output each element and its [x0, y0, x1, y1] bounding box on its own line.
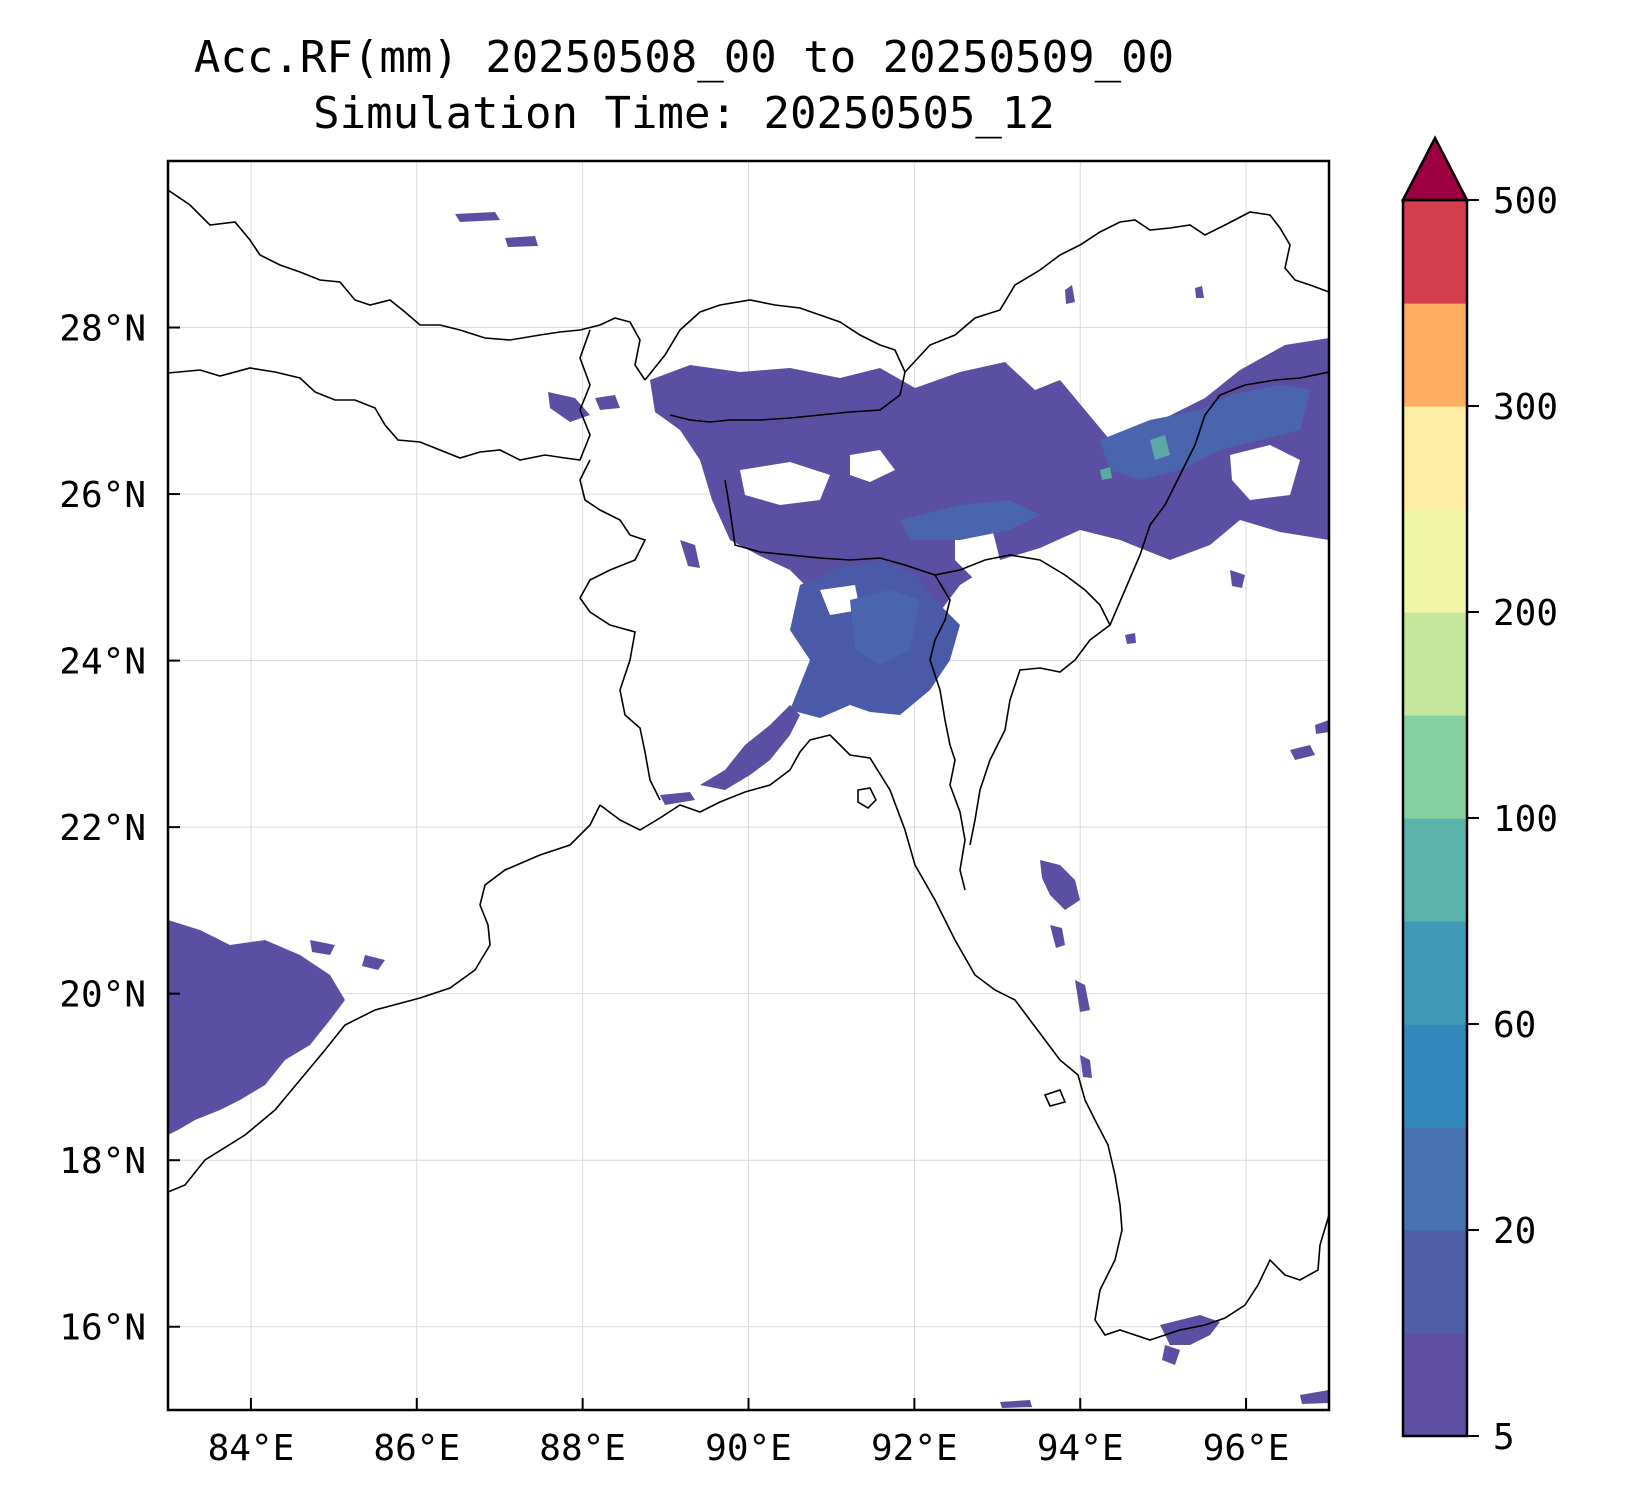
- colorbar-tick-label: 200: [1493, 593, 1558, 634]
- colorbar-tick-label: 20: [1493, 1211, 1536, 1252]
- rain-region-odisha: [168, 920, 345, 1135]
- border-nepal-south: [168, 329, 591, 461]
- rain-region-myanmar-south: [1160, 1315, 1220, 1345]
- map-title: Acc.RF(mm) 20250508_00 to 20250509_00 Si…: [0, 30, 1368, 142]
- colorbar-bin: [1403, 715, 1467, 819]
- border-bangladesh-east: [724, 479, 966, 891]
- colorbar-bin: [1403, 612, 1467, 716]
- x-tick-label: 86°E: [373, 1428, 460, 1469]
- y-tick-label: 24°N: [59, 642, 146, 683]
- colorbar-bin: [1403, 1333, 1467, 1437]
- border-india-myanmar: [1109, 371, 1329, 626]
- x-tick-label: 90°E: [705, 1428, 792, 1469]
- coastline-west: [168, 804, 601, 1193]
- border-nepal-north: [168, 189, 646, 381]
- rainfall-shading: [168, 212, 1329, 1408]
- rain-region-delta: [700, 705, 800, 790]
- y-tick-label: 22°N: [59, 808, 146, 849]
- x-tick-label: 96°E: [1203, 1428, 1290, 1469]
- y-tick-label: 18°N: [59, 1141, 146, 1182]
- colorbar-bin: [1403, 406, 1467, 510]
- island-sri-2: [1043, 1089, 1067, 1107]
- colorbar-bin: [1403, 200, 1467, 304]
- y-tick-label: 26°N: [59, 475, 146, 516]
- x-tick-label: 92°E: [871, 1428, 958, 1469]
- border-arunachal: [904, 211, 1329, 373]
- colorbar-bin: [1403, 1024, 1467, 1128]
- colorbar-bin: [1403, 818, 1467, 922]
- colorbar-extend-arrow: [1400, 135, 1470, 202]
- x-tick-label: 94°E: [1037, 1428, 1124, 1469]
- title-line-2: Simulation Time: 20250505_12: [313, 88, 1055, 139]
- x-tick-label: 88°E: [539, 1428, 626, 1469]
- border-bangladesh: [579, 459, 661, 801]
- colorbar-tick-label: 60: [1493, 1005, 1536, 1046]
- title-line-1: Acc.RF(mm) 20250508_00 to 20250509_00: [193, 32, 1175, 83]
- colorbar-tick-label: 300: [1493, 387, 1558, 428]
- colorbar: 5 20 60 100 200 300 500: [1400, 135, 1558, 1458]
- coastline-delta: [599, 734, 1329, 1341]
- colorbar-tick-label: 5: [1493, 1417, 1515, 1458]
- colorbar-bin: [1403, 921, 1467, 1025]
- y-tick-label: 28°N: [59, 309, 146, 350]
- colorbar-bin: [1403, 509, 1467, 613]
- x-axis: 84°E 86°E 88°E 90°E 92°E 94°E 96°E: [208, 1398, 1290, 1469]
- y-axis: 16°N 18°N 20°N 22°N 24°N 26°N 28°N: [59, 309, 180, 1349]
- y-tick-label: 16°N: [59, 1308, 146, 1349]
- colorbar-bin: [1403, 1127, 1467, 1231]
- rain-core-east: [1100, 385, 1310, 480]
- island-sri-1: [857, 787, 877, 810]
- coastlines-borders: [168, 189, 1329, 1341]
- border-bhutan: [644, 299, 906, 423]
- y-tick-label: 20°N: [59, 975, 146, 1016]
- colorbar-bin: [1403, 1230, 1467, 1334]
- x-tick-label: 84°E: [208, 1428, 295, 1469]
- colorbar-bin: [1403, 303, 1467, 407]
- colorbar-tick-label: 500: [1493, 181, 1558, 222]
- border-myanmar: [934, 554, 1112, 846]
- colorbar-tick-label: 100: [1493, 799, 1558, 840]
- rain-region-myanmar-west: [1040, 860, 1080, 910]
